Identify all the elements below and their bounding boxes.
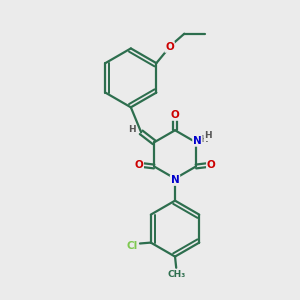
Text: N: N: [171, 175, 179, 185]
Text: H: H: [200, 135, 208, 144]
Text: H: H: [128, 125, 136, 134]
Text: Cl: Cl: [127, 241, 138, 250]
Text: H: H: [205, 131, 212, 140]
Text: O: O: [207, 160, 216, 170]
Text: N: N: [193, 136, 202, 146]
Text: O: O: [171, 110, 179, 120]
Text: O: O: [165, 42, 174, 52]
Text: O: O: [134, 160, 143, 170]
Text: CH₃: CH₃: [167, 270, 186, 279]
